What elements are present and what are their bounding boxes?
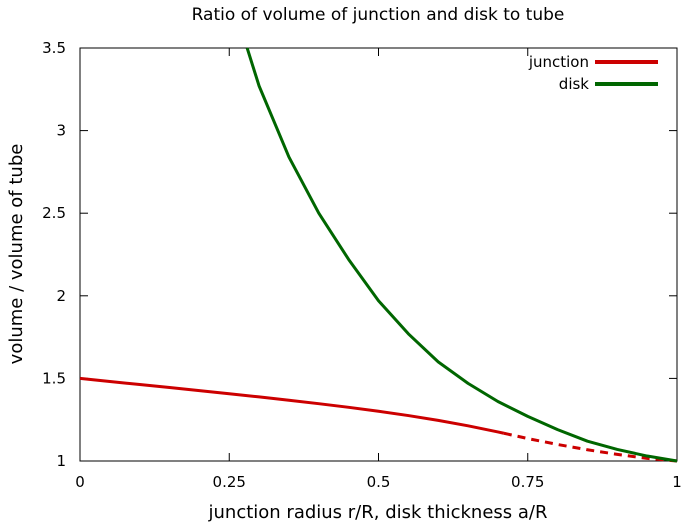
series-line-junction-solid	[79, 376, 505, 435]
x-tick-label: 0.25	[213, 473, 246, 491]
x-tick-label: 0	[75, 473, 85, 491]
y-tick-label: 1	[56, 452, 66, 470]
y-tick-label: 1.5	[42, 369, 66, 387]
legend-label-disk: disk	[559, 75, 590, 93]
y-tick-label: 2.5	[42, 204, 66, 222]
series-layer	[79, 47, 678, 463]
y-tick-label: 3.5	[42, 39, 66, 57]
plot-frame	[79, 47, 678, 462]
chart-title: Ratio of volume of junction and disk to …	[192, 5, 565, 25]
y-tick-label: 2	[56, 287, 66, 305]
x-axis-ticks: 0 0.25 0.5 0.75 1	[75, 48, 682, 491]
legend-label-junction: junction	[528, 53, 589, 71]
x-axis-title: junction radius r/R, disk thickness a/R	[208, 502, 548, 523]
x-tick-label: 0.5	[367, 473, 391, 491]
x-tick-label: 1	[672, 473, 682, 491]
y-axis-ticks: 1 1.5 2 2.5 3 3.5	[42, 39, 677, 470]
y-axis-title: volume / volume of tube	[6, 144, 27, 365]
legend: junction disk	[528, 53, 658, 93]
y-tick-label: 3	[56, 122, 66, 140]
series-line-junction-dashed	[503, 431, 678, 463]
series-line-disk	[245, 47, 678, 463]
x-tick-label: 0.75	[511, 473, 544, 491]
